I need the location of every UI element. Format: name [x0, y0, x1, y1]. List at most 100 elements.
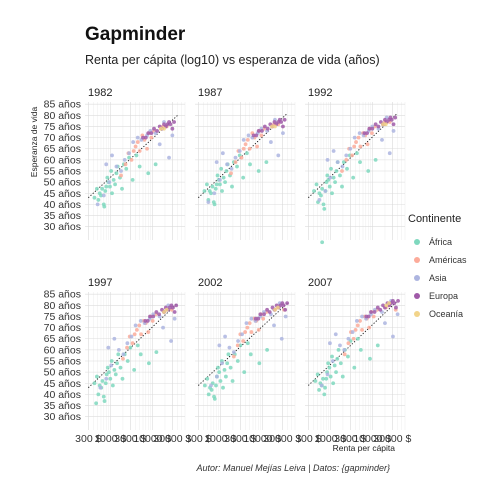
panel-1982-point: [104, 162, 109, 167]
panel-2002-point: [231, 350, 236, 354]
panel-2002-point: [243, 330, 248, 334]
panel-1982-point: [167, 155, 171, 160]
panel-2002-point: [279, 336, 284, 341]
panel-2007-point: [392, 301, 397, 306]
panel-2002-point: [223, 334, 227, 339]
panel-1982-point: [127, 155, 131, 160]
panel-2007-point: [387, 301, 391, 306]
panel-1992-point: [322, 206, 327, 211]
panel-2002-point: [224, 374, 228, 379]
panel-2007-point: [331, 381, 336, 386]
x-tick-label: 300 $: [185, 433, 211, 445]
panel-1982-point: [149, 135, 154, 140]
panel-1992-point: [370, 131, 374, 136]
panel-2002-point: [209, 388, 214, 392]
panel-2002-point: [216, 365, 220, 370]
panel-1982-point: [109, 169, 114, 173]
panel-1992-point: [344, 157, 349, 162]
panel-1997-point: [113, 372, 118, 377]
panel-2007-point: [342, 352, 347, 357]
panel-1987-point: [230, 184, 234, 189]
y-tick-label: 80 años: [44, 300, 81, 312]
legend: Continente África Américas Asia Europa Ocean…: [408, 213, 500, 323]
panel-1982-point: [120, 186, 124, 191]
panel-2007-point: [346, 341, 351, 346]
panel-1987-point: [237, 149, 242, 153]
panel-1992-point: [389, 117, 394, 122]
panel-1987-point: [233, 155, 238, 160]
panel-1992-point: [366, 169, 371, 173]
panel-2002-point: [283, 307, 288, 312]
panel-1997-point: [92, 381, 97, 386]
legend-label: Américas: [429, 255, 467, 265]
y-tick-label: 80 años: [44, 110, 81, 122]
panel-1992-point: [352, 135, 357, 140]
x-tick-label: 3000 $: [114, 433, 146, 445]
panel-1982-point: [134, 153, 139, 158]
x-tick-label: 300 $: [295, 433, 321, 445]
panel-1992-point: [356, 135, 361, 140]
panel-1987-point: [202, 189, 207, 193]
panel-1992-point: [319, 193, 323, 198]
panel-1987-point: [221, 175, 226, 180]
panel-1982-point: [129, 157, 134, 162]
panel-1992-point: [330, 191, 334, 196]
panel-1987-point: [279, 120, 283, 124]
panel-1982-point: [122, 157, 127, 162]
panel-1987-point: [235, 164, 239, 169]
panel-1997-point: [135, 327, 139, 332]
panel-1982-point: [104, 184, 109, 189]
panel-1992-point: [355, 151, 359, 156]
panel-1982-point: [162, 126, 166, 131]
panel-1992-point: [362, 131, 367, 136]
panel-2007-point: [372, 310, 377, 314]
panel-1987-point: [248, 162, 252, 167]
panel-1992-point: [328, 175, 333, 180]
panel-1992-point: [365, 142, 370, 147]
panel-2007-point: [315, 372, 320, 377]
panel-1997-point: [125, 341, 130, 346]
panel-2002-point: [281, 303, 286, 308]
panel-2007-strip-label: 2007: [308, 277, 332, 289]
panel-1997-point: [121, 356, 125, 361]
panel-1982-point: [158, 126, 163, 131]
panel-1997-point: [101, 394, 106, 399]
panel-2007-point: [332, 363, 337, 368]
panel-1997-point: [130, 341, 135, 346]
panel-1982-point: [137, 149, 142, 153]
panel-1982-point: [172, 120, 176, 124]
panel-2002-point: [230, 379, 235, 383]
panel-1992-point: [340, 184, 344, 189]
y-tick-label: 40 años: [44, 199, 81, 211]
panel-1992-point: [393, 115, 398, 120]
y-tick-label: 70 años: [44, 322, 81, 334]
panel-2007-point: [352, 365, 357, 370]
panel-1997-point: [147, 361, 151, 366]
panel-2007-point: [328, 374, 333, 379]
chart-subtitle: Renta per cápita (log10) vs esperanza de…: [85, 53, 380, 67]
panel-2002-point: [248, 352, 253, 357]
panel-1987-point: [281, 131, 285, 136]
panel-2002-point: [226, 352, 231, 357]
panel-1987-point: [268, 140, 273, 144]
panel-1992-point: [358, 160, 362, 164]
panel-2007-point: [328, 341, 332, 346]
panel-1992-point: [367, 126, 372, 131]
panel-1997-point: [135, 343, 140, 348]
panel-2002-point: [214, 383, 218, 388]
panel-1992-point: [340, 169, 344, 173]
legend-swatch: [414, 293, 420, 299]
panel-1982-point: [124, 166, 129, 171]
panel-1982-point: [105, 175, 110, 180]
panel-1982-point: [153, 162, 158, 167]
panel-2002-point: [214, 374, 219, 379]
panel-2002-point: [225, 361, 230, 366]
panel-2007-point: [346, 336, 351, 341]
y-tick-label: 60 años: [44, 154, 81, 166]
panel-2007-point: [324, 376, 329, 381]
panel-1992-point: [320, 186, 325, 191]
panel-1982-point: [102, 204, 107, 209]
panel-1997-point: [100, 379, 105, 383]
panel-1997-point: [172, 316, 177, 321]
panel-2002-point: [256, 316, 261, 321]
